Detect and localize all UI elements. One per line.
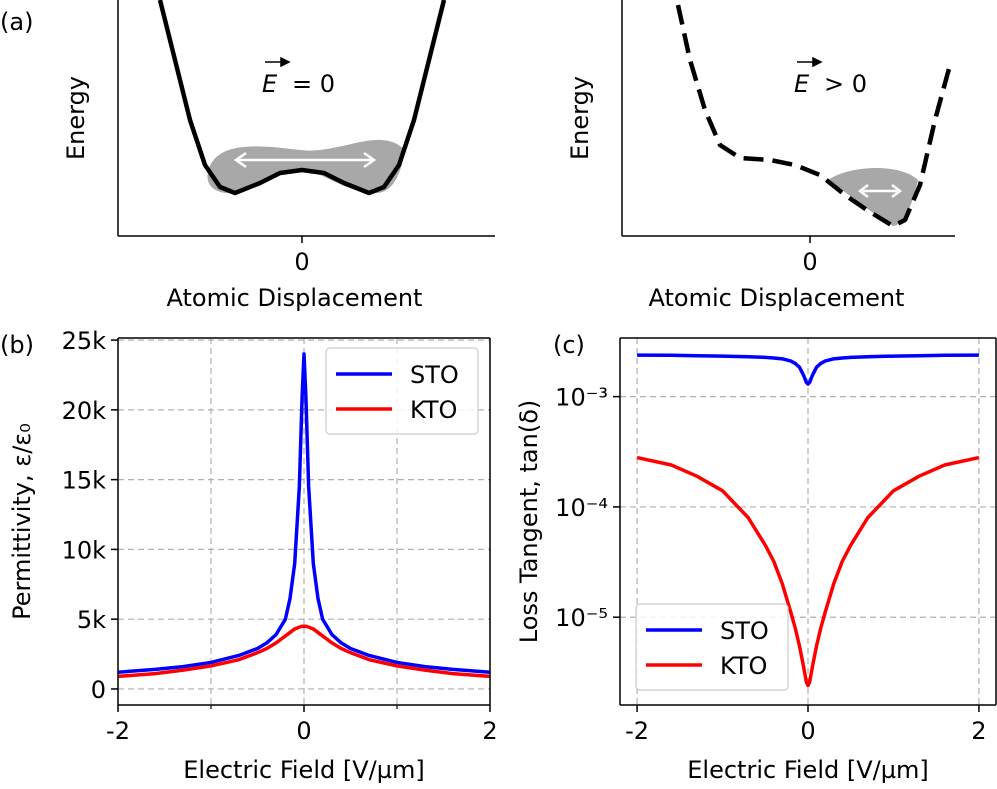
legend-box <box>635 603 789 691</box>
x-tick-label: 2 <box>482 717 497 745</box>
annotation-symbol: E <box>794 70 810 98</box>
legend-box <box>325 347 479 435</box>
panel-label: (a) <box>0 8 33 36</box>
legend-label: STO <box>720 617 769 645</box>
legend-label: KTO <box>720 652 767 680</box>
well-region <box>207 139 405 194</box>
panel-label: (c) <box>553 331 585 359</box>
annotation-text: = 0 <box>292 70 335 98</box>
x-axis-label: Atomic Displacement <box>167 284 423 312</box>
x-tick-label: 0 <box>802 248 817 276</box>
x-tick-label: -2 <box>625 717 649 745</box>
y-tick-label: 0 <box>91 676 106 704</box>
oscillation-arrow <box>233 151 377 169</box>
y-tick-label: 10k <box>62 536 107 564</box>
y-tick-label: 20k <box>62 397 107 425</box>
oscillation-arrow <box>857 184 903 198</box>
data-line <box>117 624 491 679</box>
y-tick-label: 25k <box>62 327 107 355</box>
well-region <box>828 167 918 226</box>
y-tick-label: 10⁻⁵ <box>555 604 608 632</box>
y-tick-label: 10⁻⁴ <box>555 494 608 522</box>
data-line <box>157 0 447 196</box>
data-line <box>636 455 980 688</box>
vector-arrow <box>265 56 823 68</box>
x-tick-label: 2 <box>971 717 986 745</box>
y-axis-label: Energy <box>62 76 90 160</box>
data-line <box>637 353 979 386</box>
y-tick-label: 10⁻³ <box>555 384 608 412</box>
y-axis-label: Energy <box>566 76 594 160</box>
panel-label: (b) <box>0 331 34 359</box>
data-line <box>117 352 491 674</box>
x-tick-label: -2 <box>106 717 130 745</box>
x-tick-label: 0 <box>800 717 815 745</box>
legend-label: STO <box>410 361 459 389</box>
x-tick-label: 0 <box>294 248 309 276</box>
y-axis-label: Loss Tangent, tan(δ) <box>515 400 543 644</box>
legend-label: KTO <box>410 396 457 424</box>
y-axis-label: Permittivity, ε/ε₀ <box>8 423 36 620</box>
x-axis-label: Electric Field [V/µm] <box>687 756 928 784</box>
y-tick-label: 5k <box>77 606 106 634</box>
annotation-text: > 0 <box>824 70 867 98</box>
data-line <box>675 4 953 229</box>
x-axis-label: Electric Field [V/µm] <box>183 756 424 784</box>
x-tick-label: 0 <box>296 717 311 745</box>
x-axis-label: Atomic Displacement <box>649 284 905 312</box>
y-tick-label: 15k <box>62 467 107 495</box>
annotation-symbol: E <box>262 70 278 98</box>
